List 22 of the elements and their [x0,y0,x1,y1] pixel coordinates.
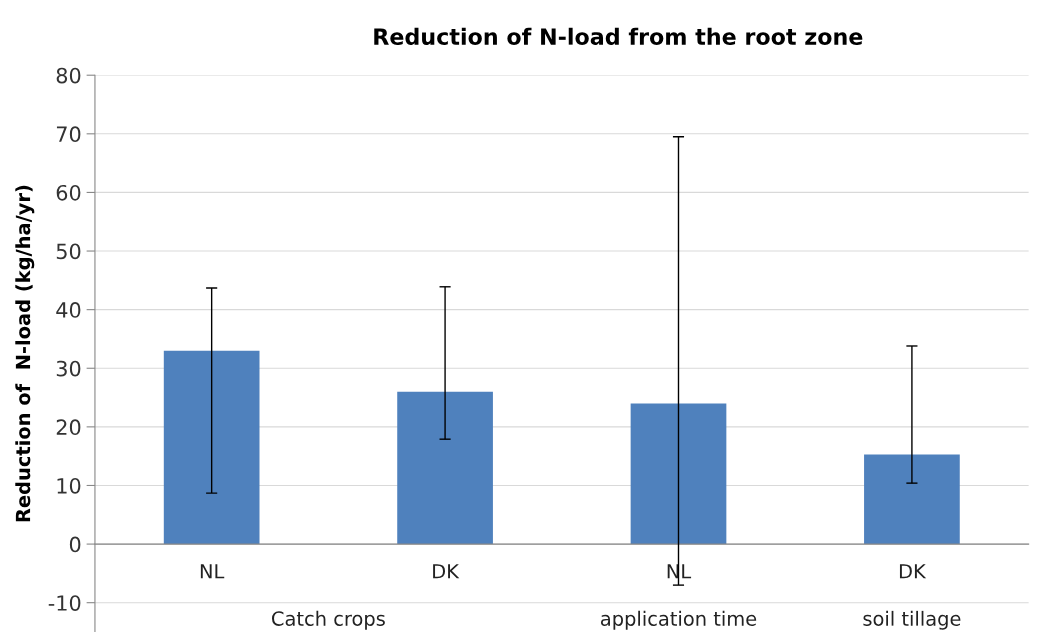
y-tick-label: 20 [56,419,81,436]
bar [397,391,493,545]
x-tick-label: DK [433,564,460,579]
y-tick-label: 80 [56,67,81,84]
annotation: soil tillage [863,610,961,630]
y-tick-label: 0 [69,536,81,553]
bar [864,454,960,545]
annotation: application time [600,610,757,630]
y-tick-label: -10 [48,595,81,611]
y-tick-label: 10 [57,477,81,494]
y-tick-label: 30 [56,360,81,377]
bar [630,403,727,545]
x-tick-label: DK [899,564,927,579]
annotation: Catch crops [272,610,385,630]
y-axis-title: Reduction of N-load (kg/ha/yr) [15,185,35,522]
bar [163,350,260,545]
y-tick-label: 70 [56,126,81,143]
y-tick-label: 50 [56,243,81,260]
x-tick-label: NL [200,564,225,579]
y-tick-label: 60 [56,184,81,201]
chart-title: Reduction of N-load from the root zone [374,27,863,45]
y-tick-label: 40 [56,302,81,318]
